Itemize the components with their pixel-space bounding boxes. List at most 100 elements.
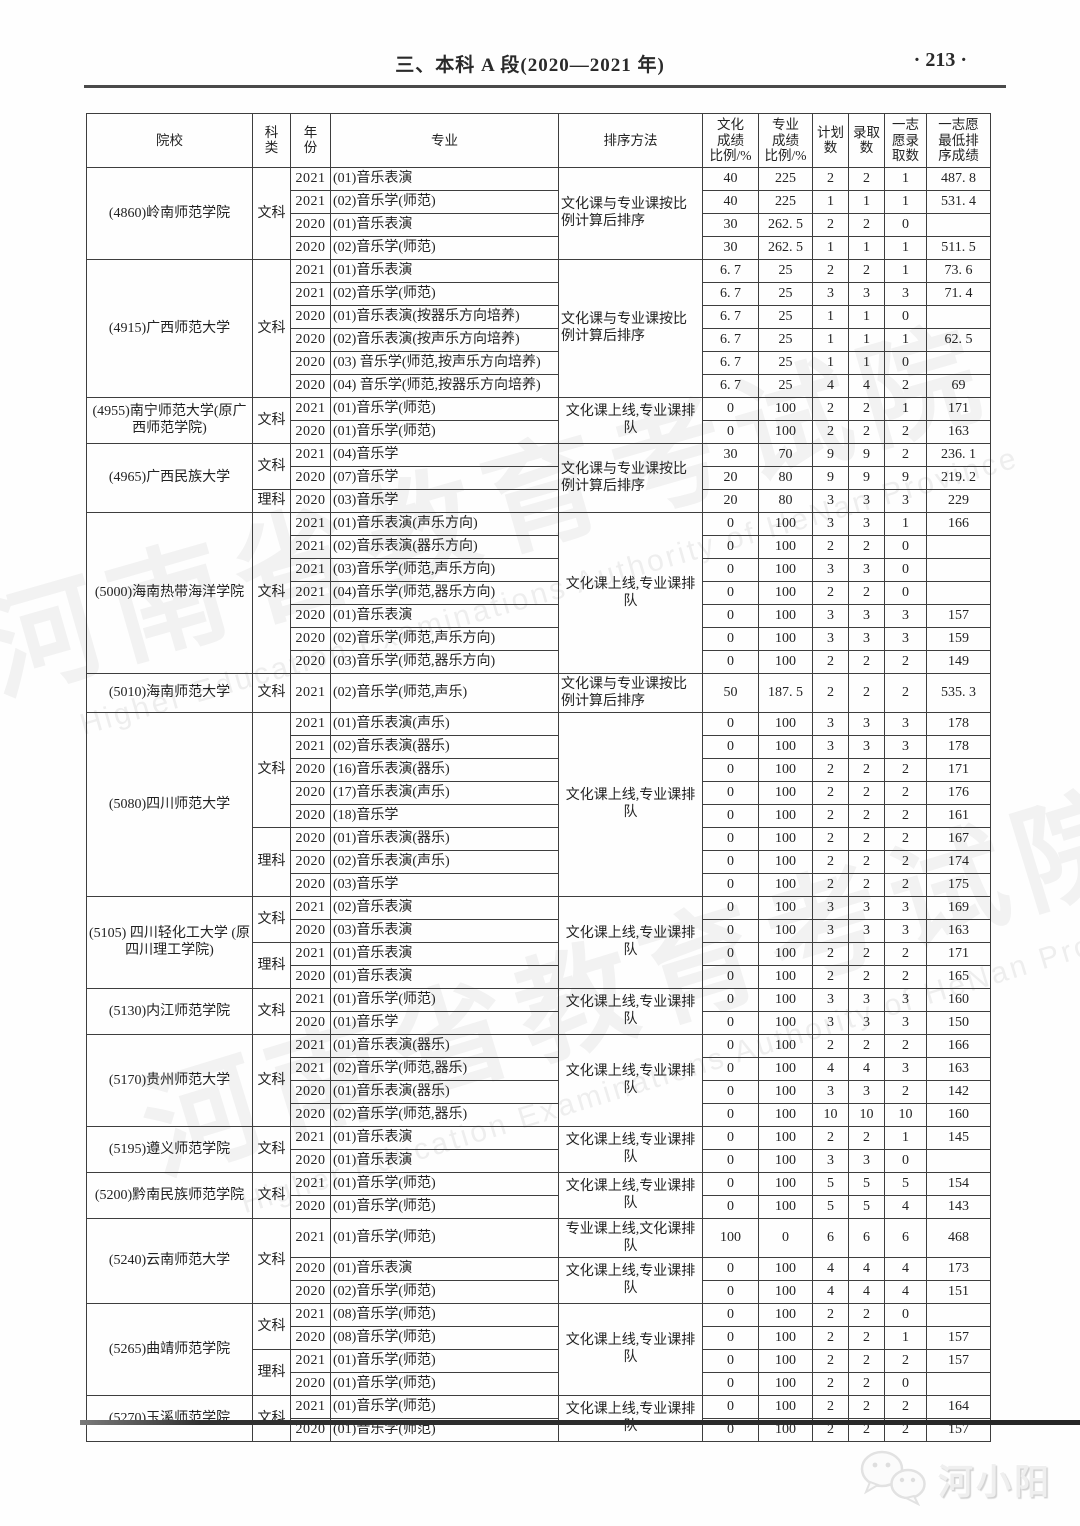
first-choice-admit-cell: 0 <box>884 212 927 237</box>
major-ratio-cell: 100 <box>758 1371 813 1396</box>
year-cell: 2020 <box>290 212 331 237</box>
culture-ratio-cell: 0 <box>702 711 759 736</box>
table-row: 2020 (01)音乐表演 0 100 3 3 0 <box>87 1148 991 1173</box>
table-row: 2020 (07)音乐学 20 80 9 9 9 219. 2 <box>87 465 991 490</box>
culture-ratio-cell: 0 <box>702 872 759 897</box>
first-choice-admit-cell: 3 <box>884 734 927 759</box>
school-cell: (5240)云南师范大学 <box>86 1217 253 1304</box>
admit-count-cell: 1 <box>848 350 885 375</box>
major-ratio-cell: 100 <box>758 895 813 920</box>
table-header-row: 院校科 类年 份专业 排序方法 文化 成绩 比例/% 专业 成绩 比例/% 计划 数录取… <box>86 113 991 168</box>
major-ratio-cell: 225 <box>758 166 813 191</box>
first-choice-admit-cell: 0 <box>884 534 927 559</box>
culture-ratio-cell: 0 <box>702 1056 759 1081</box>
first-choice-admit-cell: 4 <box>884 1256 927 1281</box>
first-choice-admit-cell: 1 <box>884 1325 927 1350</box>
sort-method-cell: 文化课上线,专业课排队 <box>558 1125 703 1173</box>
table-row: 2020 (01)音乐表演 0 100 3 3 3 157 <box>87 603 991 628</box>
school-cell: (5130)内江师范学院 <box>86 987 253 1035</box>
table-row: (5010)海南师范大学 文科 2021 (02)音乐学(师范,声乐) 文化课与专业课按… <box>86 672 991 713</box>
year-cell: 2020 <box>290 304 331 329</box>
subject-category-cell: 文科 <box>252 1033 291 1127</box>
admit-count-cell: 1 <box>848 304 885 329</box>
major-cell: (01)音乐表演(声乐方向) <box>330 511 559 536</box>
major-ratio-cell: 100 <box>758 872 813 897</box>
min-rank-score-cell <box>926 534 991 559</box>
plan-count-cell: 2 <box>812 166 849 191</box>
min-rank-score-cell: 169 <box>926 895 991 920</box>
culture-ratio-cell: 0 <box>702 1148 759 1173</box>
plan-count-cell: 2 <box>812 258 849 283</box>
major-ratio-cell: 100 <box>758 964 813 989</box>
plan-count-cell: 10 <box>812 1102 849 1127</box>
year-cell: 2021 <box>290 941 331 966</box>
min-rank-score-cell: 163 <box>926 419 991 444</box>
admit-count-cell: 3 <box>848 734 885 759</box>
sort-method-cell: 文化课上线,专业课排队 <box>558 511 703 674</box>
min-rank-score-cell: 165 <box>926 964 991 989</box>
table-row: (5195)遵义师范学院 文科 2021 (01)音乐表演 文化课上线,专业课排队 0 10… <box>86 1125 991 1173</box>
culture-ratio-cell: 20 <box>702 488 759 513</box>
year-cell: 2021 <box>290 1033 331 1058</box>
major-ratio-cell: 100 <box>758 1148 813 1173</box>
admit-count-cell: 1 <box>848 189 885 214</box>
table-row: 2020 (02)音乐学(师范) 0 100 4 4 4 151 <box>87 1279 991 1304</box>
major-ratio-cell: 100 <box>758 711 813 736</box>
major-ratio-cell: 100 <box>758 419 813 444</box>
year-cell: 2021 <box>290 534 331 559</box>
major-ratio-cell: 100 <box>758 803 813 828</box>
year-cell: 2020 <box>290 1325 331 1350</box>
min-rank-score-cell: 160 <box>926 987 991 1012</box>
major-ratio-cell: 25 <box>758 373 813 398</box>
major-cell: (01)音乐学(师范) <box>330 1371 559 1396</box>
major-ratio-cell: 80 <box>758 488 813 513</box>
column-header: 院校 <box>86 113 253 168</box>
first-choice-admit-cell: 10 <box>884 1102 927 1127</box>
major-cell: (02)音乐表演(按声乐方向培养) <box>330 327 559 352</box>
admit-count-cell: 1 <box>848 327 885 352</box>
column-header: 专业 <box>330 113 559 168</box>
column-header: 排序方法 <box>558 113 703 168</box>
major-ratio-cell: 100 <box>758 1079 813 1104</box>
admit-count-cell: 6 <box>848 1217 885 1258</box>
plan-count-cell: 1 <box>812 350 849 375</box>
culture-ratio-cell: 0 <box>702 419 759 444</box>
plan-count-cell: 2 <box>812 826 849 851</box>
plan-count-cell: 5 <box>812 1171 849 1196</box>
major-cell: (08)音乐学(师范) <box>330 1302 559 1327</box>
min-rank-score-cell: 175 <box>926 872 991 897</box>
plan-count-cell: 2 <box>812 1394 849 1419</box>
min-rank-score-cell: 163 <box>926 1056 991 1081</box>
year-cell: 2021 <box>290 166 331 191</box>
subject-category-cell: 理科 <box>252 488 291 513</box>
first-choice-admit-cell: 0 <box>884 580 927 605</box>
subject-category-cell: 文科 <box>252 1217 291 1304</box>
min-rank-score-cell: 159 <box>926 626 991 651</box>
school-cell: (4915)广西师范大学 <box>86 258 253 398</box>
major-cell: (01)音乐表演 <box>330 212 559 237</box>
brand-name: 河小阳 <box>937 1463 1052 1502</box>
year-cell: 2020 <box>290 1194 331 1219</box>
major-cell: (01)音乐表演 <box>330 1256 559 1281</box>
major-ratio-cell: 100 <box>758 987 813 1012</box>
culture-ratio-cell: 0 <box>702 941 759 966</box>
min-rank-score-cell: 174 <box>926 849 991 874</box>
table-row: 2021 (02)音乐表演(器乐) 0 100 3 3 3 178 <box>87 734 991 759</box>
major-ratio-cell: 100 <box>758 826 813 851</box>
admit-count-cell: 3 <box>848 1148 885 1173</box>
min-rank-score-cell: 142 <box>926 1079 991 1104</box>
school-cell: (5170)贵州师范大学 <box>86 1033 253 1127</box>
plan-count-cell: 2 <box>812 649 849 674</box>
table-row: 2020 (02)音乐表演(按声乐方向培养) 6. 7 25 1 1 1 62. 5 <box>87 327 991 352</box>
major-cell: (02)音乐学(师范,器乐) <box>330 1056 559 1081</box>
school-cell: (4860)岭南师范学院 <box>86 166 253 260</box>
min-rank-score-cell: 157 <box>926 1325 991 1350</box>
subject-category-cell: 文科 <box>252 1125 291 1173</box>
table-row: (5200)黔南民族师范学院 文科 2021 (01)音乐学(师范) 文化课上线,专业课… <box>86 1171 991 1219</box>
major-cell: (01)音乐学(师范) <box>330 987 559 1012</box>
year-cell: 2021 <box>290 1125 331 1150</box>
min-rank-score-cell: 145 <box>926 1125 991 1150</box>
plan-count-cell: 4 <box>812 373 849 398</box>
major-cell: (07)音乐学 <box>330 465 559 490</box>
major-cell: (02)音乐表演(器乐方向) <box>330 534 559 559</box>
